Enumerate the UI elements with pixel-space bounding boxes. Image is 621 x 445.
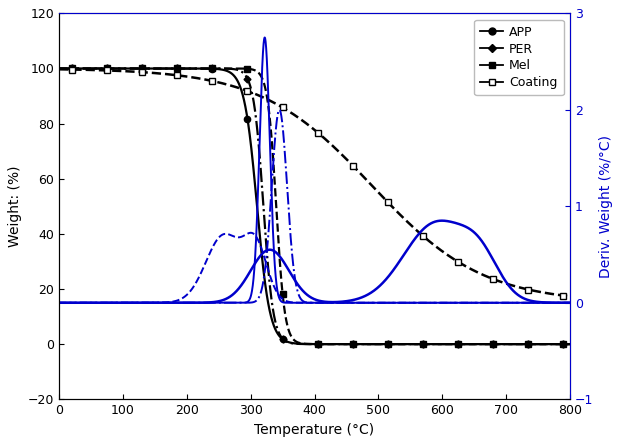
X-axis label: Temperature (°C): Temperature (°C) — [255, 423, 374, 437]
Legend: APP, PER, Mel, Coating: APP, PER, Mel, Coating — [474, 20, 564, 95]
Y-axis label: Weight: (%): Weight: (%) — [8, 166, 22, 247]
Y-axis label: Deriv. Weight (%/°C): Deriv. Weight (%/°C) — [599, 135, 613, 278]
